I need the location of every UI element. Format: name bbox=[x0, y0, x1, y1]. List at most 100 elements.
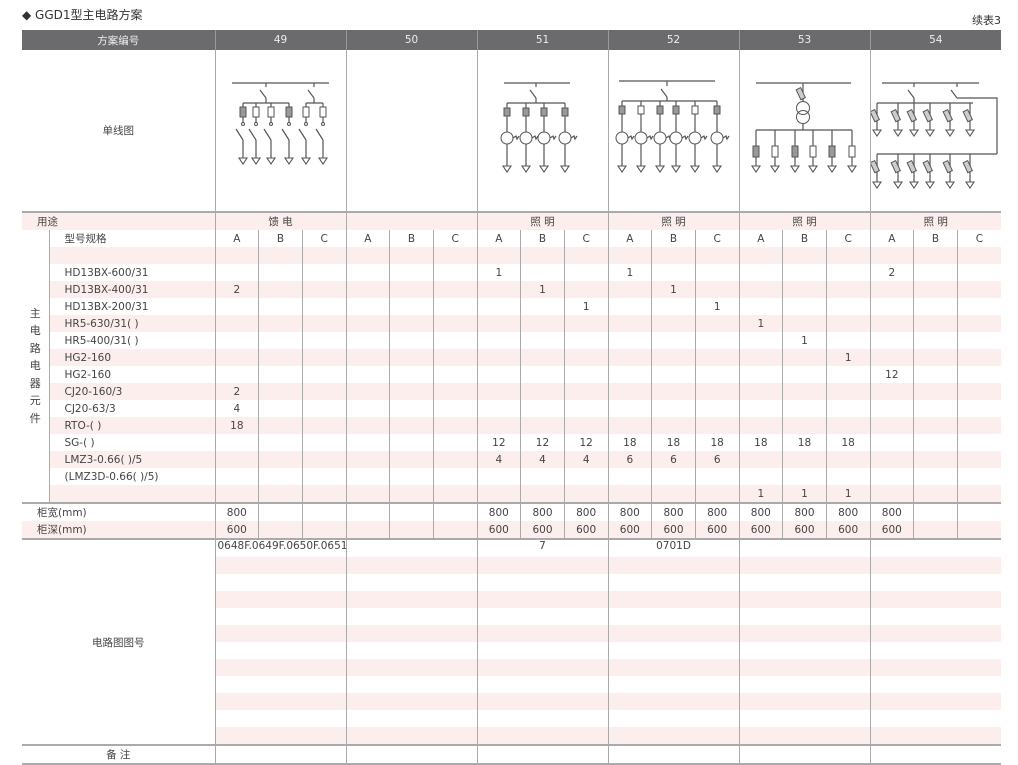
component-quantity bbox=[389, 247, 434, 264]
component-row: HG2-160 1 bbox=[22, 349, 1001, 366]
component-row: HD13BX-400/31 2 1 1 bbox=[22, 281, 1001, 298]
cabinet-width-value: 800 bbox=[607, 502, 652, 521]
remarks-label: 备 注 bbox=[22, 744, 215, 765]
component-row: (LMZ3D-0.66( )/5) bbox=[22, 468, 1001, 485]
component-quantity bbox=[825, 298, 870, 315]
cabinet-depth-value bbox=[258, 521, 303, 539]
component-quantity bbox=[258, 332, 303, 349]
component-quantity bbox=[607, 468, 652, 485]
cabinet-depth-value bbox=[956, 521, 1001, 539]
subcolumn-c-header: C bbox=[825, 230, 870, 247]
cabinet-depth-value bbox=[432, 521, 477, 539]
component-quantity bbox=[389, 366, 434, 383]
component-quantity bbox=[869, 434, 914, 451]
component-quantity bbox=[258, 247, 303, 264]
component-quantity bbox=[214, 264, 259, 281]
circuit-scheme-table: 方案编号 49 50 51 52 53 54 单线图 用途馈 电照 明照 明照 明照 明主电路电… bbox=[22, 30, 1001, 765]
component-quantity bbox=[869, 298, 914, 315]
component-quantity bbox=[651, 332, 696, 349]
component-quantity bbox=[782, 298, 827, 315]
component-quantity bbox=[607, 366, 652, 383]
usage-value bbox=[345, 211, 477, 230]
component-quantity bbox=[956, 264, 1001, 281]
component-quantity bbox=[956, 298, 1001, 315]
lighting-4-ct-diagram bbox=[500, 82, 577, 173]
component-quantity bbox=[651, 468, 696, 485]
component-quantity bbox=[520, 383, 565, 400]
component-quantity bbox=[694, 400, 739, 417]
component-quantity bbox=[301, 366, 346, 383]
component-quantity bbox=[345, 485, 390, 503]
component-quantity bbox=[301, 400, 346, 417]
subcolumn-b-header: B bbox=[389, 230, 434, 247]
circuit-number-value bbox=[607, 642, 739, 659]
cabinet-width-value bbox=[389, 502, 434, 521]
component-quantity bbox=[956, 417, 1001, 434]
component-row: HG2-160 12 bbox=[22, 366, 1001, 383]
component-quantity bbox=[214, 332, 259, 349]
component-quantity bbox=[476, 332, 521, 349]
component-quantity bbox=[389, 434, 434, 451]
component-quantity bbox=[651, 383, 696, 400]
component-quantity bbox=[432, 281, 477, 298]
component-quantity bbox=[301, 434, 346, 451]
diagram-row: 单线图 bbox=[22, 50, 1001, 212]
component-model-label: HR5-400/31( ) bbox=[48, 332, 215, 349]
circuit-number-value: 0648F.0649F.0650F.0651F bbox=[214, 538, 346, 557]
circuit-number-row bbox=[22, 659, 1001, 676]
component-quantity bbox=[694, 383, 739, 400]
circuit-number-value bbox=[345, 642, 477, 659]
circuit-number-value bbox=[607, 557, 739, 574]
circuit-number-value bbox=[738, 710, 870, 727]
circuit-number-value bbox=[476, 625, 608, 642]
circuit-number-value bbox=[738, 659, 870, 676]
component-quantity bbox=[432, 485, 477, 503]
component-quantity bbox=[520, 298, 565, 315]
component-quantity bbox=[301, 383, 346, 400]
component-row: HR5-630/31( ) 1 bbox=[22, 315, 1001, 332]
circuit-number-value bbox=[738, 727, 870, 745]
circuit-number-value bbox=[869, 659, 1001, 676]
component-row: RTO-( ) 18 bbox=[22, 417, 1001, 434]
cabinet-width-value: 800 bbox=[782, 502, 827, 521]
scheme-51-header: 51 bbox=[476, 30, 608, 50]
component-quantity: 18 bbox=[825, 434, 870, 451]
component-quantity bbox=[738, 451, 783, 468]
circuit-number-value bbox=[869, 557, 1001, 574]
circuit-number-row bbox=[22, 625, 1001, 642]
subcolumn-c-header: C bbox=[432, 230, 477, 247]
circuit-number-value bbox=[345, 727, 477, 745]
circuit-number-value bbox=[738, 625, 870, 642]
component-quantity bbox=[258, 451, 303, 468]
component-quantity bbox=[607, 485, 652, 503]
component-quantity bbox=[651, 400, 696, 417]
circuit-number-value bbox=[607, 574, 739, 591]
component-quantity bbox=[782, 264, 827, 281]
circuit-number-value bbox=[345, 693, 477, 710]
circuit-number-value bbox=[869, 608, 1001, 625]
circuit-number-value bbox=[738, 557, 870, 574]
circuit-number-value bbox=[345, 710, 477, 727]
component-quantity bbox=[520, 468, 565, 485]
component-quantity bbox=[389, 332, 434, 349]
component-quantity bbox=[738, 247, 783, 264]
component-quantity bbox=[563, 332, 608, 349]
component-quantity bbox=[258, 298, 303, 315]
component-quantity bbox=[389, 281, 434, 298]
component-quantity bbox=[476, 383, 521, 400]
component-quantity bbox=[345, 264, 390, 281]
component-model-label: HG2-160 bbox=[48, 366, 215, 383]
component-quantity bbox=[432, 400, 477, 417]
circuit-number-row bbox=[22, 608, 1001, 625]
circuit-number-value: 7 bbox=[476, 538, 608, 557]
component-quantity bbox=[214, 434, 259, 451]
feeder-6-switch-diagram bbox=[231, 82, 329, 165]
component-quantity bbox=[258, 434, 303, 451]
component-quantity bbox=[694, 468, 739, 485]
component-model-label: CJ20-63/3 bbox=[48, 400, 215, 417]
scheme-54-header: 54 bbox=[869, 30, 1001, 50]
component-quantity: 4 bbox=[214, 400, 259, 417]
component-quantity bbox=[869, 451, 914, 468]
component-quantity bbox=[913, 468, 958, 485]
